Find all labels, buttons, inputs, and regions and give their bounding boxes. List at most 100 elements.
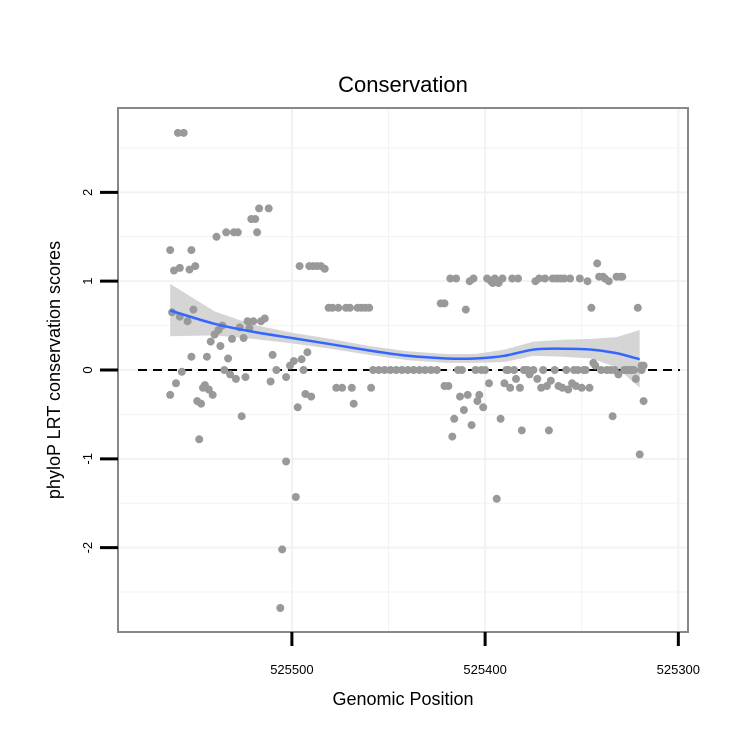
data-point (544, 426, 553, 435)
data-point (562, 366, 571, 374)
data-point (541, 274, 549, 283)
data-point (469, 274, 478, 283)
data-points (166, 128, 648, 612)
data-point (365, 303, 374, 312)
data-point (328, 303, 337, 312)
data-point (506, 383, 515, 392)
data-point (303, 348, 312, 357)
data-point (533, 374, 542, 383)
data-point (345, 303, 354, 312)
data-point (320, 264, 329, 273)
data-point (581, 366, 590, 374)
data-point (231, 374, 240, 383)
data-point (228, 334, 236, 343)
data-point (392, 366, 401, 374)
data-point (185, 265, 194, 274)
data-point (195, 435, 204, 444)
data-point (187, 246, 196, 255)
data-point (546, 376, 555, 385)
data-point (332, 383, 341, 392)
data-point (349, 399, 358, 408)
data-point (212, 232, 221, 241)
data-point (587, 303, 596, 312)
data-point (206, 337, 215, 346)
confidence-band (170, 283, 640, 388)
data-point (573, 366, 582, 374)
data-point (255, 204, 264, 213)
data-point (369, 366, 378, 374)
data-point (239, 334, 248, 342)
y-tick-label: -2 (80, 542, 95, 554)
data-point (629, 366, 638, 374)
data-point (272, 366, 281, 374)
data-point (189, 305, 198, 314)
data-point (459, 406, 468, 414)
data-point (173, 128, 182, 137)
smooth-trend-line (169, 309, 641, 361)
x-tick-label: 525500 (270, 662, 313, 677)
data-point (597, 366, 606, 374)
data-point (639, 397, 648, 406)
data-point (566, 274, 575, 283)
data-point (216, 342, 225, 350)
data-point (380, 366, 389, 374)
data-point (208, 390, 217, 399)
data-point (448, 432, 457, 441)
data-point (260, 314, 269, 323)
data-point (591, 361, 600, 370)
data-point (504, 366, 513, 374)
data-point (452, 274, 461, 283)
data-point (202, 352, 211, 361)
data-point (278, 545, 287, 554)
data-point (222, 228, 231, 237)
data-point (266, 377, 275, 386)
data-point (386, 366, 395, 374)
data-point (233, 228, 242, 237)
data-point (299, 366, 308, 374)
data-point (282, 373, 291, 382)
data-point (338, 383, 347, 392)
data-point (604, 277, 613, 286)
data-point (575, 274, 584, 283)
y-tick-label: 1 (80, 278, 95, 285)
data-point (508, 274, 517, 283)
y-tick-label: 0 (80, 366, 95, 373)
data-point (550, 366, 559, 374)
data-point (179, 128, 188, 137)
data-point (500, 379, 509, 388)
x-tick-label: 525400 (463, 662, 506, 677)
data-point (614, 370, 623, 379)
data-point (197, 399, 206, 408)
y-axis-label: phyloP LRT conservation scores (44, 241, 64, 499)
data-point (479, 403, 488, 412)
data-point (514, 274, 522, 283)
data-point (268, 350, 277, 359)
data-point (631, 374, 640, 383)
data-point (367, 383, 376, 392)
data-point (347, 383, 356, 392)
data-point (264, 204, 273, 213)
data-point (398, 366, 406, 374)
data-point (585, 383, 594, 392)
data-point (492, 494, 501, 503)
data-point (409, 366, 418, 374)
data-point (510, 366, 519, 374)
data-point (467, 421, 476, 430)
data-point (577, 383, 586, 392)
x-axis-label: Genomic Position (332, 689, 473, 709)
data-point (226, 370, 235, 379)
data-point (276, 604, 285, 612)
data-point (496, 414, 505, 423)
x-axis: 525300 525400 525500 (270, 632, 700, 677)
data-point (166, 246, 175, 255)
data-point (177, 367, 186, 376)
data-point (608, 412, 617, 421)
data-point (515, 383, 524, 392)
data-point (446, 274, 455, 283)
data-point (224, 354, 233, 363)
data-point (461, 305, 470, 314)
data-point (427, 366, 435, 374)
data-point (334, 303, 343, 312)
data-point (421, 366, 430, 374)
data-point (463, 390, 472, 399)
